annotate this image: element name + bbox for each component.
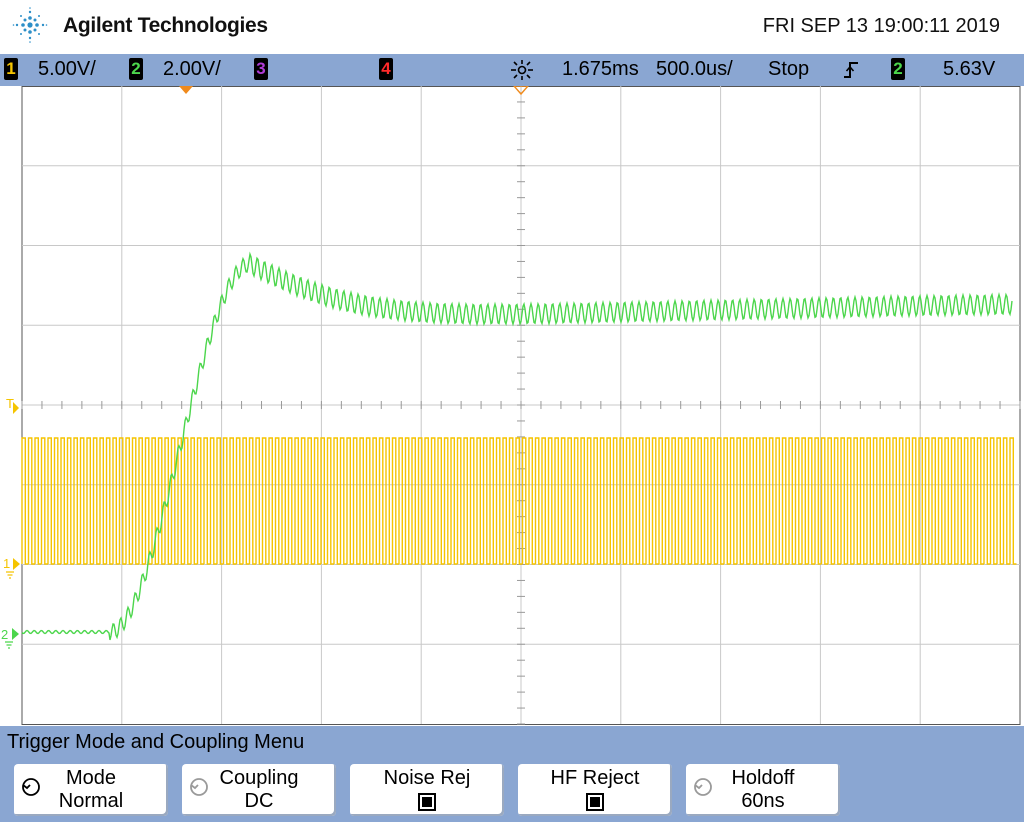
softkey-menu: Trigger Mode and Coupling Menu Mode Norm… — [0, 726, 1024, 822]
hf-reject-checkbox[interactable] — [586, 793, 604, 811]
svg-text:T: T — [6, 396, 14, 411]
channel-2-ground-marker[interactable]: 2 — [1, 627, 19, 649]
run-state: Stop — [768, 58, 810, 80]
coupling-label: Coupling — [219, 767, 299, 789]
channel-3-badge[interactable]: 3 — [254, 58, 268, 80]
channel-2-scale: 2.00V/ — [163, 58, 221, 80]
waveform-display: T 1 2 — [0, 85, 1024, 726]
noise-reject-softkey[interactable]: Noise Rej — [350, 764, 504, 816]
mode-label: Mode — [65, 767, 117, 789]
mode-value: Normal — [58, 790, 124, 812]
header: Agilent Technologies FRI SEP 13 19:00:11… — [0, 0, 1024, 54]
channel-1-trace — [21, 437, 1017, 565]
coupling-value: DC — [244, 790, 274, 812]
rotary-knob-icon — [190, 778, 208, 796]
trigger-source-badge[interactable]: 2 — [891, 58, 905, 80]
channel-2-badge[interactable]: 2 — [129, 58, 143, 80]
svg-text:2: 2 — [1, 627, 8, 642]
hf-reject-softkey[interactable]: HF Reject — [518, 764, 672, 816]
mode-softkey[interactable]: Mode Normal — [14, 764, 168, 816]
trigger-level: 5.63V — [943, 58, 996, 80]
channel-1-scale: 5.00V/ — [38, 58, 96, 80]
svg-text:1: 1 — [3, 556, 10, 571]
status-bar: 1 5.00V/ 2 2.00V/ 3 4 1.675ms 500.0us/ S… — [0, 54, 1024, 86]
date-time: FRI SEP 13 19:00:11 2019 — [762, 15, 1000, 37]
trigger-level-marker[interactable]: T — [6, 396, 19, 414]
agilent-spark-logo-icon — [12, 7, 48, 43]
holdoff-label: Holdoff — [731, 767, 795, 789]
delay-knob-icon — [511, 60, 533, 80]
noise-reject-label: Noise Rej — [383, 767, 471, 789]
hf-reject-label: HF Reject — [550, 767, 640, 789]
coupling-softkey[interactable]: Coupling DC — [182, 764, 336, 816]
scope-graticule: T 1 2 — [1, 85, 1021, 725]
channel-4-badge[interactable]: 4 — [379, 58, 393, 80]
noise-reject-checkbox[interactable] — [418, 793, 436, 811]
menu-title: Trigger Mode and Coupling Menu — [7, 731, 305, 753]
channel-1-badge[interactable]: 1 — [4, 58, 18, 80]
holdoff-softkey[interactable]: Holdoff 60ns — [686, 764, 840, 816]
brand-name: Agilent Technologies — [63, 14, 268, 37]
rotary-knob-icon — [22, 778, 40, 796]
rising-edge-icon — [844, 62, 858, 78]
channel-1-ground-marker[interactable]: 1 — [3, 556, 20, 579]
timebase: 500.0us/ — [656, 58, 733, 80]
holdoff-value: 60ns — [741, 790, 785, 812]
rotary-knob-icon — [694, 778, 712, 796]
horizontal-delay: 1.675ms — [562, 58, 639, 80]
channel-2-trace — [21, 251, 1013, 641]
